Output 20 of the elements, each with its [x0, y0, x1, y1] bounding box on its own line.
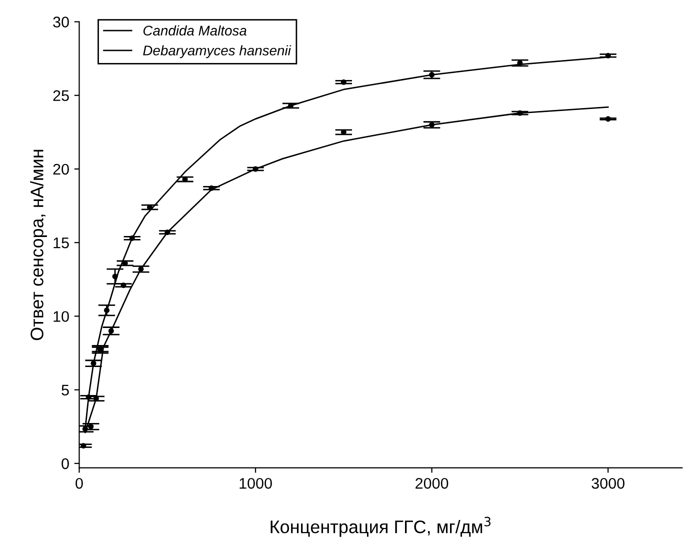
y-tick-label: 0: [62, 458, 69, 470]
x-tick-label: 1000: [240, 478, 272, 489]
y-tick-label: 30: [53, 16, 69, 28]
y-tick-label: 5: [62, 384, 69, 396]
x-tick-label: 3000: [592, 478, 624, 489]
y-tick-label: 15: [54, 238, 69, 248]
legend-label: Debaryamyces hansenii: [143, 45, 292, 58]
x-tick-label: 2000: [416, 478, 448, 489]
y-axis-title: Ответ сенсора, нА/мин: [30, 150, 47, 340]
y-tick-label: 10: [54, 311, 69, 322]
point: [104, 308, 110, 314]
point: [429, 122, 435, 128]
x-tick-label: 0: [76, 478, 83, 489]
point: [112, 274, 118, 280]
y-tick-label: 25: [53, 90, 69, 102]
x-axis-title: Концентрация ГГС, мг/дм$^{3}$: [270, 516, 491, 537]
point: [429, 72, 435, 78]
point: [82, 426, 88, 432]
y-tick-label: 20: [53, 164, 69, 175]
legend-label: Candida Maltosa: [143, 25, 246, 36]
